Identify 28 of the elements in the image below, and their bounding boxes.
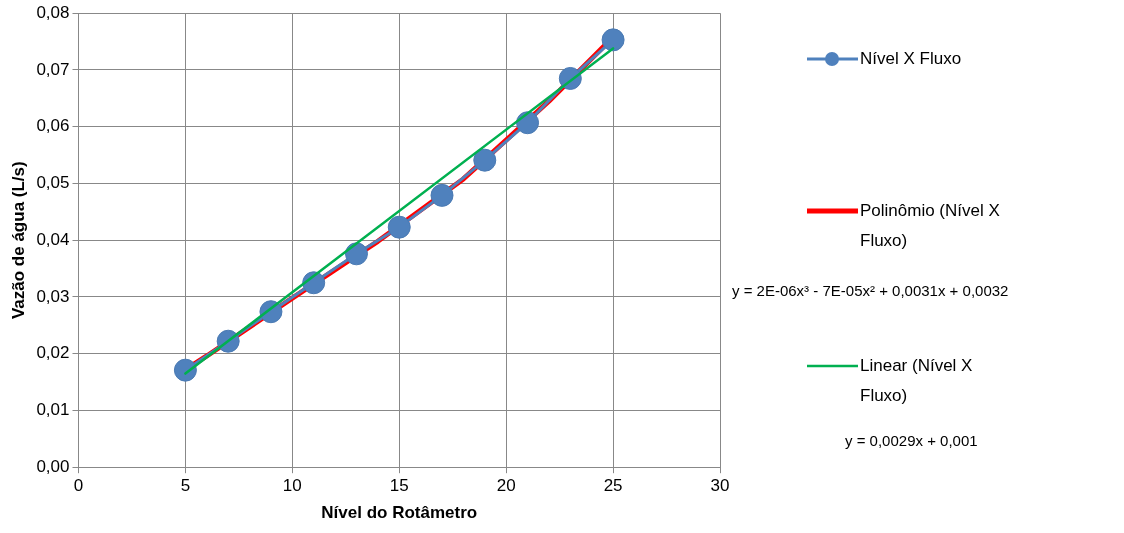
y-axis-title: Vazão de água (L/s): [8, 161, 28, 320]
x-tick-label: 25: [603, 476, 623, 496]
text: y = 0,0029x + 0,001: [845, 432, 978, 449]
x-tick-label: 10: [282, 476, 302, 496]
text: y = 2E-06x³ - 7E-05x² + 0,0031x + 0,0032: [732, 282, 1009, 299]
x-tick-label: 5: [180, 476, 191, 496]
point: [173, 358, 197, 382]
x-tick-label: 15: [389, 476, 409, 496]
y-tick-label: 0,01: [36, 400, 70, 420]
y-tick-label: 0,05: [36, 173, 70, 193]
point: [430, 183, 454, 207]
x-axis-title: Nível do Rotâmetro: [321, 503, 478, 523]
legend-label: Nível X Fluxo: [860, 48, 963, 70]
legend-label: Linear (Nível X Fluxo): [860, 355, 974, 407]
point: [601, 28, 625, 52]
y-tick-label: 0,02: [36, 343, 70, 363]
y-tick-label: 0,00: [36, 456, 70, 476]
y-tick-label: 0,08: [36, 2, 70, 22]
x-tick-label: 20: [496, 476, 516, 496]
point: [387, 215, 411, 239]
y-tick-label: 0,03: [36, 286, 70, 306]
y-tick-label: 0,07: [36, 59, 70, 79]
y-tick-label: 0,06: [36, 116, 70, 136]
point: [473, 148, 497, 172]
x-tick-label: 0: [73, 476, 84, 496]
legend-label: Polinômio (Nível X Fluxo): [860, 200, 1001, 252]
x-tick-label: 30: [710, 476, 730, 496]
y-tick-label: 0,04: [36, 229, 70, 249]
